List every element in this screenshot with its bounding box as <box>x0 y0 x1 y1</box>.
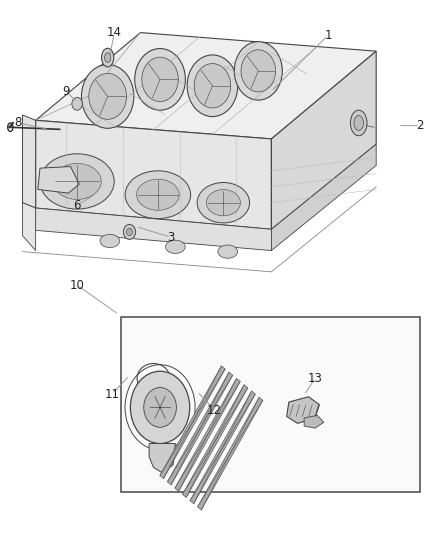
Polygon shape <box>167 372 233 485</box>
Text: 12: 12 <box>207 403 222 416</box>
Polygon shape <box>149 443 175 473</box>
Polygon shape <box>35 33 376 139</box>
Polygon shape <box>38 166 79 193</box>
Text: 9: 9 <box>63 85 70 98</box>
Polygon shape <box>35 208 272 251</box>
Ellipse shape <box>105 53 111 62</box>
Circle shape <box>187 55 238 117</box>
Ellipse shape <box>53 164 101 199</box>
Circle shape <box>241 50 276 92</box>
Text: 13: 13 <box>307 372 322 385</box>
Text: 3: 3 <box>167 231 175 244</box>
Text: 1: 1 <box>325 29 332 42</box>
Polygon shape <box>22 115 35 208</box>
Bar <box>121 317 420 492</box>
Polygon shape <box>190 391 255 504</box>
Circle shape <box>194 63 231 108</box>
Circle shape <box>135 49 185 110</box>
Circle shape <box>127 228 133 236</box>
Polygon shape <box>287 397 319 423</box>
Ellipse shape <box>350 110 367 136</box>
Ellipse shape <box>100 235 120 248</box>
Polygon shape <box>198 397 263 510</box>
Text: 14: 14 <box>107 26 122 39</box>
Text: 2: 2 <box>416 119 424 132</box>
Polygon shape <box>272 51 376 229</box>
Ellipse shape <box>206 190 240 216</box>
Ellipse shape <box>40 154 114 209</box>
Ellipse shape <box>102 49 114 67</box>
Ellipse shape <box>125 171 191 219</box>
Polygon shape <box>35 120 272 229</box>
Polygon shape <box>22 203 35 251</box>
Circle shape <box>72 98 82 110</box>
Polygon shape <box>182 385 248 497</box>
Circle shape <box>234 42 283 100</box>
Text: 10: 10 <box>70 279 85 292</box>
Polygon shape <box>304 415 324 428</box>
Ellipse shape <box>354 116 364 131</box>
Circle shape <box>142 57 178 102</box>
Ellipse shape <box>197 182 250 223</box>
Circle shape <box>89 74 127 119</box>
Text: 6: 6 <box>73 199 81 212</box>
Ellipse shape <box>166 240 185 254</box>
Polygon shape <box>160 366 225 479</box>
Text: 11: 11 <box>105 387 120 401</box>
Polygon shape <box>175 378 240 491</box>
Circle shape <box>124 224 136 239</box>
Circle shape <box>81 64 134 128</box>
Ellipse shape <box>218 245 237 259</box>
Circle shape <box>131 371 190 443</box>
Circle shape <box>144 387 177 427</box>
Polygon shape <box>272 144 376 251</box>
Text: 8: 8 <box>14 117 22 130</box>
Ellipse shape <box>137 179 179 211</box>
